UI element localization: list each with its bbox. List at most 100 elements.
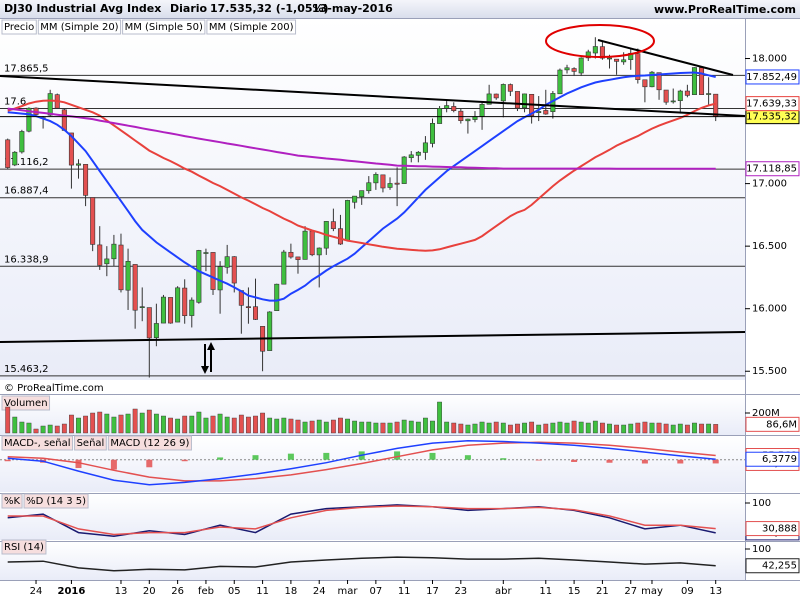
legend-label: RSI (14) xyxy=(4,542,44,553)
candle-body xyxy=(599,46,605,59)
candle-body xyxy=(330,221,336,229)
histogram-bar xyxy=(252,455,259,460)
y-tick-label: 15.500 xyxy=(752,366,787,377)
trend-line xyxy=(0,331,746,343)
volume-panel xyxy=(0,395,745,435)
candle-body xyxy=(522,93,528,109)
value-label: 17.852,49 xyxy=(746,72,797,83)
volume-bar xyxy=(592,420,598,434)
x-tick-label: 13 xyxy=(115,586,128,597)
volume-bar xyxy=(210,415,216,434)
volume-bar xyxy=(238,414,244,434)
x-tick-label: 21 xyxy=(596,586,609,597)
candle-body xyxy=(139,306,145,308)
volume-bar xyxy=(387,422,393,434)
volume-bar xyxy=(401,419,407,434)
value-label: 86,6M xyxy=(766,419,797,430)
value-label-box xyxy=(745,69,800,85)
legend-label: MACD-, señal xyxy=(4,438,71,449)
legend-label: Precio xyxy=(4,22,34,33)
candle-body xyxy=(132,264,138,311)
candle-body xyxy=(614,58,620,62)
candle-body xyxy=(380,174,386,189)
x-tick-label: feb xyxy=(198,586,214,597)
volume-bar xyxy=(444,421,450,434)
moving-average xyxy=(7,99,716,252)
volume-bar xyxy=(182,415,188,434)
candle-body xyxy=(231,256,237,284)
volume-bar xyxy=(600,422,605,434)
volume-bar xyxy=(380,422,386,434)
volume-bar xyxy=(83,415,88,434)
volume-bar xyxy=(430,420,435,434)
candle-body xyxy=(465,118,471,122)
value-label-box xyxy=(745,558,800,574)
x-tick-label: 15 xyxy=(568,586,581,597)
candle-body xyxy=(585,51,591,59)
candle-body xyxy=(217,266,223,291)
candle-body xyxy=(316,247,322,256)
level-label: 17.865,5 xyxy=(4,63,49,74)
date: 13-may-2016 xyxy=(312,2,393,15)
volume-bar xyxy=(118,414,124,434)
volume-bar xyxy=(146,409,152,434)
volume-bar xyxy=(295,419,301,434)
value-label: 30,888 xyxy=(762,524,797,535)
level-label: 16.338,9 xyxy=(4,254,49,265)
histogram-bar xyxy=(287,453,294,460)
candle-body xyxy=(677,90,683,101)
volume-bar xyxy=(54,425,60,434)
y-tick-label: 100 xyxy=(752,544,771,555)
moving-average xyxy=(7,107,716,170)
volume-bar xyxy=(90,412,96,434)
volume-bar xyxy=(408,420,414,434)
volume-bar xyxy=(19,421,25,434)
volume-bar xyxy=(168,417,173,434)
histogram-bar xyxy=(4,459,11,462)
histogram-bar xyxy=(571,459,578,462)
annotations xyxy=(0,24,746,374)
histogram-bar xyxy=(641,459,648,464)
volume-bar xyxy=(338,417,343,434)
volume-bar xyxy=(139,412,145,434)
value-label: 17.118,85 xyxy=(746,164,797,175)
indicator-line xyxy=(7,440,716,486)
indicator-line xyxy=(7,441,716,482)
candle-body xyxy=(684,90,690,96)
candle-body xyxy=(429,123,435,144)
volume-bar xyxy=(557,421,563,434)
candle-body xyxy=(387,183,393,188)
volume-bar xyxy=(472,423,478,434)
y-tick-label: 200M xyxy=(752,408,780,419)
x-tick-label: may xyxy=(641,586,663,597)
volume-bar xyxy=(111,416,117,434)
candle-body xyxy=(656,72,662,91)
x-tick-label: 05 xyxy=(228,586,241,597)
x-tick-label: 13 xyxy=(709,586,722,597)
volume-bar xyxy=(69,414,74,434)
volume-bar xyxy=(684,424,690,434)
y-tick-label: 16.000 xyxy=(752,304,787,315)
volume-bar xyxy=(493,421,499,434)
volume-bar xyxy=(274,418,280,434)
candle-body xyxy=(245,306,251,308)
header-bar xyxy=(0,0,800,18)
volume-bar xyxy=(161,415,166,434)
volume-bar xyxy=(217,413,223,434)
volume-bar xyxy=(267,417,273,434)
legend-box xyxy=(1,19,37,35)
volume-bar xyxy=(253,415,258,434)
volume-bar xyxy=(500,422,506,434)
moving-average xyxy=(7,71,716,302)
candle-body xyxy=(691,67,697,95)
candle-body xyxy=(451,106,457,111)
candle-body xyxy=(182,287,188,317)
volume-bar xyxy=(309,420,315,434)
candle-body xyxy=(649,71,655,88)
volume-bar xyxy=(437,401,442,434)
histogram-bar xyxy=(181,459,188,462)
volume-bar xyxy=(465,424,471,434)
volume-bar xyxy=(345,418,350,434)
volume-bar xyxy=(529,421,535,434)
volume-bar xyxy=(699,423,704,434)
